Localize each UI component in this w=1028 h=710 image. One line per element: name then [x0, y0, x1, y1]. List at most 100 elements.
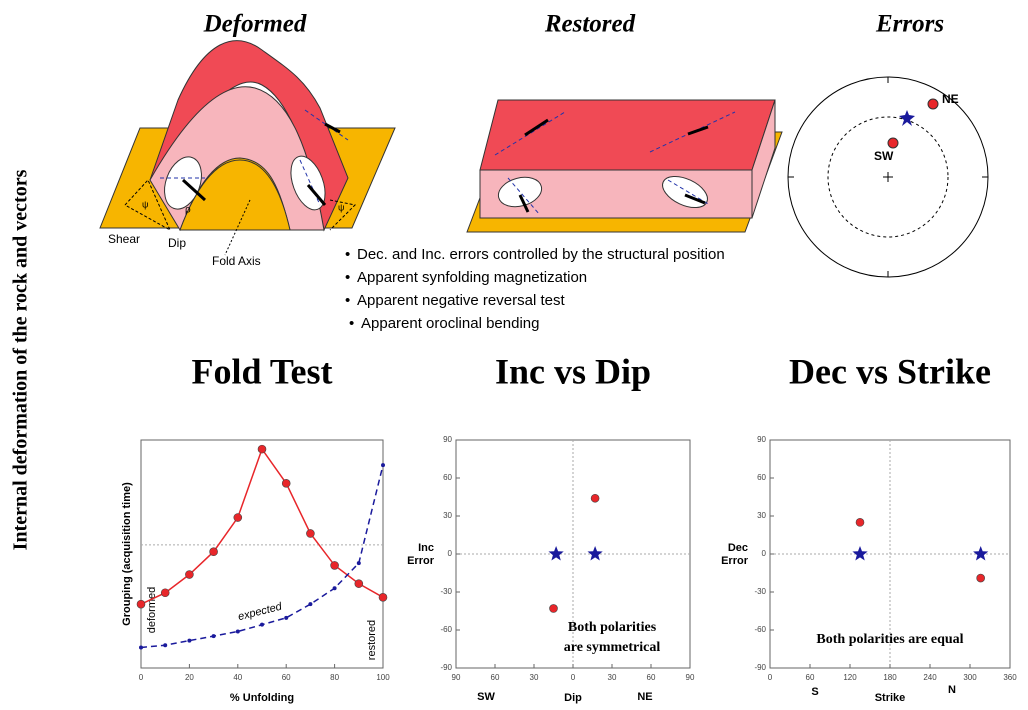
y-tick-label: -60 — [754, 625, 766, 634]
slide: Internal deformation of the rock and vec… — [0, 0, 1028, 710]
bullet: Apparent negative reversal test — [357, 292, 565, 309]
dot — [888, 138, 898, 148]
point — [163, 643, 167, 647]
diagram-title: Restored — [544, 11, 636, 38]
x-tick-label: 0 — [768, 673, 773, 682]
annotation: Both polarities are equal — [816, 632, 963, 647]
point — [137, 600, 145, 608]
y-tick-label: -60 — [440, 625, 452, 634]
star-marker — [549, 546, 564, 561]
label-dip: Dip — [168, 236, 186, 250]
bullet: Apparent oroclinal bending — [361, 315, 539, 332]
annotation: deformed — [146, 587, 158, 633]
chart-title: Dec vs Strike — [789, 351, 991, 391]
point — [258, 445, 266, 453]
y-tick-label: 60 — [757, 473, 766, 482]
point — [977, 574, 985, 582]
y-axis-label: Error — [407, 555, 435, 567]
bullet-dot: • — [345, 246, 350, 263]
label-psi: ψ — [338, 202, 344, 212]
point — [357, 561, 361, 565]
star-marker — [588, 546, 603, 561]
bullet-dot: • — [349, 315, 354, 332]
y-tick-label: -30 — [754, 587, 766, 596]
point — [161, 589, 169, 597]
point — [381, 463, 385, 467]
y-tick-label: 0 — [762, 549, 767, 558]
label-sw: SW — [874, 149, 894, 163]
point — [306, 529, 314, 537]
point — [187, 639, 191, 643]
point — [331, 561, 339, 569]
y-tick-label: 30 — [443, 511, 452, 520]
point — [260, 623, 264, 627]
x-axis-label: Dip — [564, 692, 582, 704]
star-marker — [852, 546, 867, 561]
star-marker — [973, 546, 988, 561]
series-line — [141, 465, 383, 647]
label-fold-axis: Fold Axis — [212, 254, 261, 268]
x-tick-label: 60 — [282, 673, 291, 682]
y-tick-label: 30 — [757, 511, 766, 520]
point — [379, 593, 387, 601]
x-axis-label: % Unfolding — [230, 692, 294, 704]
point — [856, 518, 864, 526]
x-tick-label: 40 — [233, 673, 242, 682]
y-tick-label: 90 — [443, 435, 452, 444]
x-tick-label: 0 — [139, 673, 144, 682]
x-tick-label: 300 — [963, 673, 977, 682]
chart-title: Inc vs Dip — [495, 351, 651, 391]
y-tick-label: -90 — [440, 663, 452, 672]
label-ne: NE — [942, 92, 959, 106]
y-axis-label: Dec — [728, 542, 748, 554]
annotation: N — [948, 684, 956, 696]
x-tick-label: 80 — [330, 673, 339, 682]
x-tick-label: 120 — [843, 673, 857, 682]
point — [282, 479, 290, 487]
point — [234, 514, 242, 522]
x-tick-label: 60 — [806, 673, 815, 682]
diagram-title: Deformed — [203, 11, 307, 38]
label-rho: ρ — [185, 205, 191, 216]
x-tick-label: 30 — [530, 673, 539, 682]
point — [333, 586, 337, 590]
diagram-title: Errors — [875, 11, 944, 38]
y-axis-label: Error — [721, 555, 749, 567]
series-line — [141, 449, 383, 604]
annotation: SW — [477, 691, 495, 703]
stereonet: NE SW — [788, 77, 988, 277]
chart-title: Fold Test — [191, 351, 332, 391]
point — [139, 645, 143, 649]
plot-frame — [141, 440, 383, 668]
y-tick-label: 0 — [448, 549, 453, 558]
x-tick-label: 90 — [686, 673, 695, 682]
y-axis-label: Grouping (acquisition time) — [121, 482, 133, 626]
x-axis-label: Strike — [875, 692, 906, 704]
box-top — [480, 100, 775, 170]
side-title: Internal deformation of the rock and vec… — [10, 169, 32, 550]
point — [284, 616, 288, 620]
y-tick-label: 60 — [443, 473, 452, 482]
bullet-dot: • — [345, 292, 350, 309]
annotation: are symmetrical — [564, 640, 661, 655]
bullet: Dec. and Inc. errors controlled by the s… — [357, 246, 725, 263]
x-tick-label: 360 — [1003, 673, 1017, 682]
point — [355, 580, 363, 588]
y-axis-label: Inc — [418, 542, 434, 554]
x-tick-label: 0 — [571, 673, 576, 682]
x-tick-label: 100 — [376, 673, 390, 682]
annotation: restored — [366, 620, 378, 660]
x-tick-label: 60 — [647, 673, 656, 682]
x-tick-label: 20 — [185, 673, 194, 682]
point — [212, 634, 216, 638]
label-psi: ψ — [142, 199, 148, 209]
annotation: expected — [237, 600, 284, 623]
x-tick-label: 180 — [883, 673, 897, 682]
x-tick-label: 240 — [923, 673, 937, 682]
bullet: Apparent synfolding magnetization — [357, 269, 587, 286]
x-tick-label: 90 — [452, 673, 461, 682]
point — [185, 571, 193, 579]
star — [899, 110, 915, 126]
y-tick-label: -90 — [754, 663, 766, 672]
y-tick-label: -30 — [440, 587, 452, 596]
